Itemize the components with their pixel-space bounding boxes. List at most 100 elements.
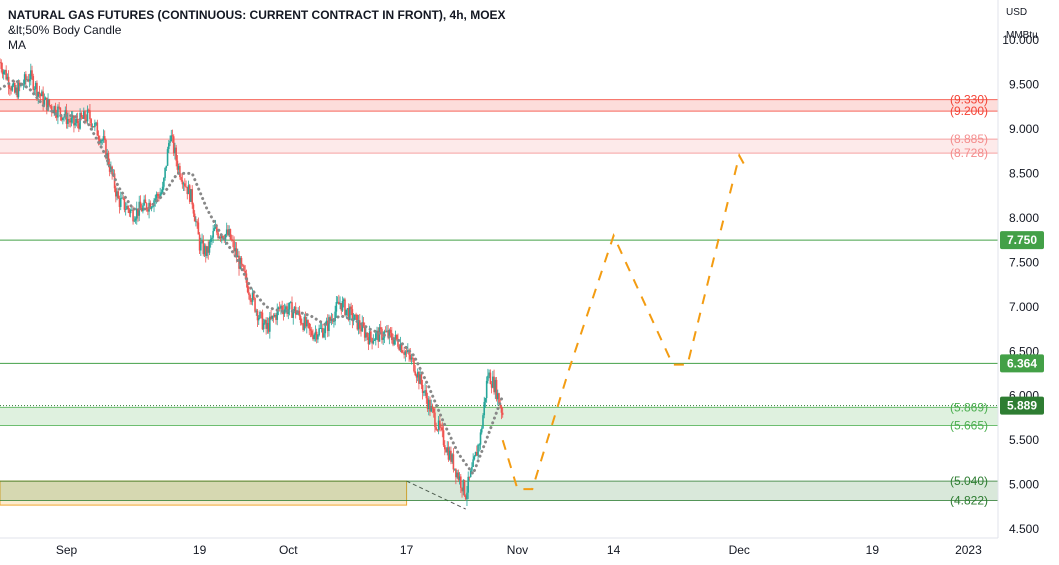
candle-body bbox=[217, 232, 219, 238]
price-axis[interactable]: 10.0009.5009.0008.5008.0007.5007.0006.50… bbox=[1002, 33, 1039, 536]
candle-body bbox=[392, 340, 394, 345]
candle-body bbox=[99, 139, 101, 144]
price-tick-5: 8.000 bbox=[1009, 211, 1039, 225]
zone-top-label-2: (8.885) bbox=[950, 132, 988, 146]
candle-body bbox=[239, 257, 242, 269]
candle-body bbox=[107, 153, 110, 166]
candle-body bbox=[176, 160, 179, 170]
candle-body bbox=[94, 122, 96, 128]
candle-body bbox=[480, 428, 483, 433]
candle-body bbox=[445, 449, 447, 453]
candle-body bbox=[423, 391, 425, 393]
candle-body bbox=[298, 310, 301, 317]
candle-body bbox=[232, 240, 234, 242]
candle-body bbox=[103, 136, 106, 140]
candle-body bbox=[196, 221, 198, 223]
candle-body bbox=[317, 335, 319, 340]
candle-body bbox=[0, 62, 3, 69]
candle-body bbox=[431, 406, 434, 409]
candle-body bbox=[435, 427, 437, 430]
indicator-body-candle[interactable]: &lt;50% Body Candle bbox=[8, 23, 122, 37]
chart-legend: NATURAL GAS FUTURES (CONTINUOUS: CURRENT… bbox=[8, 8, 506, 53]
candle-body bbox=[376, 330, 378, 334]
candle-body bbox=[389, 329, 392, 333]
candle-body bbox=[474, 452, 477, 457]
candle-body bbox=[280, 305, 282, 309]
candle-body bbox=[80, 112, 83, 118]
candle-body bbox=[427, 399, 430, 410]
candle-body bbox=[448, 450, 451, 460]
candle-body bbox=[87, 109, 90, 111]
candle-body bbox=[25, 74, 27, 81]
zone-band-3 bbox=[0, 407, 998, 426]
indicator-ma[interactable]: MA bbox=[8, 38, 26, 52]
candle-body bbox=[166, 149, 169, 166]
candle-body bbox=[132, 209, 134, 222]
candle-body bbox=[361, 322, 364, 332]
candle-body bbox=[293, 306, 296, 311]
candle-body bbox=[366, 332, 368, 338]
candle-body bbox=[64, 110, 67, 117]
candle-body bbox=[265, 320, 267, 329]
candle-body bbox=[424, 390, 426, 392]
candle-body bbox=[11, 85, 14, 91]
candle-body bbox=[393, 339, 396, 345]
candle-body bbox=[91, 126, 94, 128]
candle-body bbox=[170, 135, 173, 142]
candle-body bbox=[34, 82, 37, 90]
level-lines-layer bbox=[0, 239, 998, 407]
candle-body bbox=[269, 316, 271, 332]
candle-body bbox=[355, 314, 357, 316]
zone-bottom-label-2: (8.728) bbox=[950, 146, 988, 160]
candle-body bbox=[335, 302, 338, 312]
candle-body bbox=[277, 307, 280, 310]
candle-body bbox=[81, 117, 84, 119]
candle-body bbox=[371, 338, 373, 344]
candle-body bbox=[75, 119, 78, 123]
symbol-title[interactable]: NATURAL GAS FUTURES (CONTINUOUS: CURRENT… bbox=[8, 8, 506, 22]
candle-body bbox=[28, 79, 31, 82]
candle-body bbox=[281, 305, 283, 311]
candle-body bbox=[259, 311, 261, 318]
candle-body bbox=[243, 265, 245, 271]
price-tick-3: 9.000 bbox=[1009, 122, 1039, 136]
candle-body bbox=[177, 166, 180, 170]
candle-body bbox=[473, 456, 476, 460]
time-axis[interactable]: Sep 19 Oct 17 Nov 14 Dec 19 2023 bbox=[56, 543, 982, 557]
candle-body bbox=[490, 384, 493, 388]
moving-average-line bbox=[0, 78, 505, 478]
candle-body bbox=[305, 320, 308, 327]
candle-body bbox=[147, 209, 149, 212]
candle-body bbox=[484, 398, 487, 402]
candle-body bbox=[54, 106, 57, 116]
candle-body bbox=[119, 198, 122, 207]
candle-body bbox=[31, 70, 33, 77]
candle-body bbox=[261, 312, 264, 330]
candle-body bbox=[301, 322, 303, 325]
candle-body bbox=[254, 298, 256, 312]
candle-body bbox=[16, 87, 19, 98]
zone-bottom-label-4: (4.822) bbox=[950, 493, 988, 507]
candle-body bbox=[44, 97, 47, 100]
candle-body bbox=[391, 332, 393, 341]
candle-body bbox=[426, 398, 429, 410]
candle-body bbox=[370, 331, 372, 339]
zone-bottom-label-1: (9.200) bbox=[950, 104, 988, 118]
candle-body bbox=[493, 376, 495, 393]
candle-body bbox=[244, 270, 246, 274]
zone-bottom-label-3: (5.665) bbox=[950, 419, 988, 433]
candle-body bbox=[175, 147, 177, 161]
candle-body bbox=[346, 308, 349, 310]
candle-body bbox=[357, 320, 360, 330]
candle-body bbox=[66, 118, 69, 124]
candle-body bbox=[58, 106, 60, 108]
level-badge-2 bbox=[1000, 354, 1044, 373]
candle-body bbox=[156, 193, 159, 197]
candle-body bbox=[160, 192, 163, 195]
candle-body bbox=[134, 218, 137, 221]
candle-body bbox=[275, 314, 277, 320]
candle-body bbox=[304, 316, 307, 327]
candle-body bbox=[234, 248, 237, 252]
candle-body bbox=[149, 202, 152, 209]
